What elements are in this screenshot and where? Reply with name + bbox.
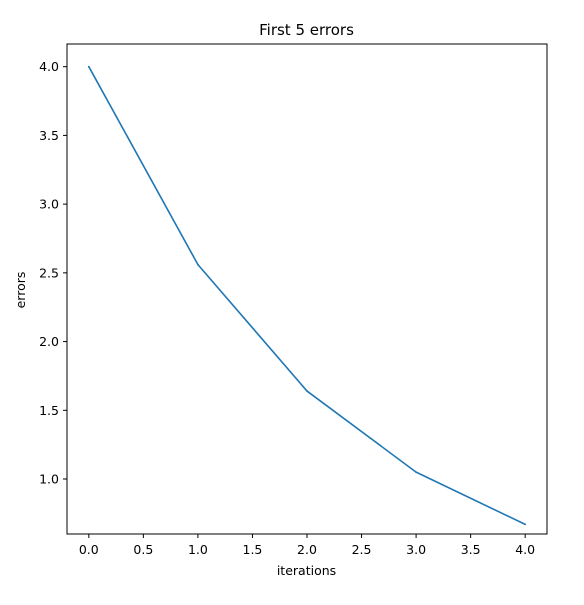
y-tick-label: 3.0 xyxy=(39,197,59,212)
x-tick-label: 2.0 xyxy=(297,542,317,557)
x-tick-label: 1.5 xyxy=(243,542,263,557)
data-point-4 xyxy=(524,523,527,526)
data-point-0 xyxy=(87,65,90,68)
x-tick-label: 0.5 xyxy=(133,542,153,557)
y-tick-label: 1.0 xyxy=(39,472,59,487)
x-tick-label: 1.0 xyxy=(188,542,208,557)
x-tick-label: 3.0 xyxy=(406,542,426,557)
data-point-3 xyxy=(415,471,417,474)
x-tick-label: 3.5 xyxy=(461,542,481,557)
x-tick-label: 2.5 xyxy=(352,542,372,557)
plot-area: 0.0 0.5 1.0 1.5 2.0 2.5 3.0 3.5 4.0 1.0 1.5 2.0 2.5 3… xyxy=(39,43,548,557)
y-tick-label: 1.5 xyxy=(39,403,59,418)
y-tick-label: 4.0 xyxy=(39,59,59,74)
chart-title: First 5 errors xyxy=(259,21,354,39)
x-tick-label: 0.0 xyxy=(79,542,99,557)
y-tick-label: 2.5 xyxy=(39,265,59,280)
x-axis-label: iterations xyxy=(277,563,336,578)
y-tick-label: 2.0 xyxy=(39,334,59,349)
axes-frame xyxy=(66,43,548,535)
x-tick-label: 4.0 xyxy=(515,542,535,557)
data-point-1 xyxy=(197,263,199,266)
data-point-2 xyxy=(306,390,308,392)
y-axis-label: errors xyxy=(13,272,28,309)
y-tick-label: 3.5 xyxy=(39,128,59,143)
